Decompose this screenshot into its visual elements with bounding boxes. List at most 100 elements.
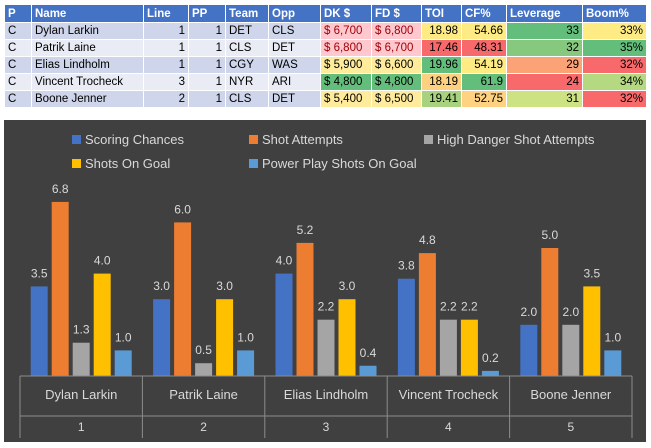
- table-row: C Elias Lindholm 1 1 CGY WAS $ 5,900 $ 6,600 19.…: [4, 56, 647, 74]
- legend-label: Scoring Chances: [85, 132, 184, 147]
- cell-pos: C: [4, 22, 32, 40]
- header-cf: CF%: [461, 4, 507, 23]
- table-row: C Boone Jenner 2 1 CLS DET $ 5,400 $ 6,500 19.41…: [4, 90, 647, 108]
- data-label: 4.0: [94, 254, 111, 268]
- bar: [541, 248, 559, 376]
- legend-swatch: [424, 135, 433, 144]
- data-label: 3.0: [339, 279, 356, 293]
- data-label: 2.2: [318, 300, 335, 314]
- bar: [359, 365, 377, 376]
- cell-boom: 32%: [582, 56, 647, 74]
- x-tick-label: Boone Jenner: [530, 387, 612, 402]
- cell-pos: C: [4, 73, 32, 91]
- legend-swatch: [249, 135, 258, 144]
- cell-cf: 61.9: [461, 73, 507, 91]
- cell-pp: 1: [188, 39, 226, 57]
- data-label: 6.8: [52, 182, 69, 196]
- table-row: C Vincent Trocheck 3 1 NYR ARI $ 4,800 $ 4,800 1…: [4, 73, 647, 91]
- cell-team: NYR: [225, 73, 269, 91]
- cell-boom: 34%: [582, 73, 647, 91]
- data-label: 4.0: [276, 254, 293, 268]
- table-row: C Patrik Laine 1 1 CLS DET $ 6,800 $ 6,700 17.46…: [4, 39, 647, 57]
- bar: [237, 350, 255, 376]
- cell-leverage: 32: [506, 39, 583, 57]
- data-label: 0.2: [482, 351, 499, 365]
- cell-team: DET: [225, 22, 269, 40]
- cell-toi: 17.46: [421, 39, 462, 57]
- data-label: 0.5: [195, 343, 212, 357]
- legend-label: Shot Attempts: [262, 132, 343, 147]
- cell-opp: ARI: [268, 73, 321, 91]
- cell-pos: C: [4, 56, 32, 74]
- cell-dk: $ 5,400: [320, 90, 372, 108]
- player-table-container: P Name Line PP Team Opp DK $ FD $ TOI CF…: [4, 4, 647, 108]
- bar: [51, 201, 69, 376]
- cell-dk: $ 5,900: [320, 56, 372, 74]
- bar: [439, 319, 457, 376]
- cell-name: Patrik Laine: [31, 39, 144, 57]
- x-tick-label: Vincent Trocheck: [399, 387, 499, 402]
- bar: [520, 324, 538, 376]
- cell-team: CGY: [225, 56, 269, 74]
- cell-opp: WAS: [268, 56, 321, 74]
- cell-line: 1: [143, 22, 189, 40]
- data-label: 5.0: [541, 228, 558, 242]
- cell-pos: C: [4, 90, 32, 108]
- x-tick-index: 2: [200, 420, 207, 434]
- cell-pp: 1: [188, 22, 226, 40]
- cell-toi: 19.96: [421, 56, 462, 74]
- bar: [72, 342, 90, 376]
- cell-fd: $ 6,600: [371, 56, 422, 74]
- table-header-row: P Name Line PP Team Opp DK $ FD $ TOI CF…: [4, 4, 647, 23]
- player-table: P Name Line PP Team Opp DK $ FD $ TOI CF…: [4, 4, 647, 108]
- cell-dk: $ 4,800: [320, 73, 372, 91]
- bar: [418, 253, 436, 376]
- data-label: 3.0: [153, 279, 170, 293]
- cell-boom: 32%: [582, 90, 647, 108]
- cell-opp: DET: [268, 39, 321, 57]
- header-pos: P: [4, 4, 32, 23]
- legend-label: Power Play Shots On Goal: [262, 156, 417, 171]
- header-toi: TOI: [421, 4, 462, 23]
- cell-pos: C: [4, 39, 32, 57]
- data-label: 1.3: [73, 323, 90, 337]
- data-label: 5.2: [297, 223, 314, 237]
- cell-cf: 48.31: [461, 39, 507, 57]
- chart-container: Scoring Chances Shot Attempts High Danger …: [4, 120, 646, 442]
- chart-background: [4, 120, 646, 442]
- header-pp: PP: [188, 4, 226, 23]
- cell-fd: $ 6,700: [371, 39, 422, 57]
- cell-pp: 1: [188, 73, 226, 91]
- cell-cf: 54.19: [461, 56, 507, 74]
- bar: [460, 319, 478, 376]
- cell-leverage: 24: [506, 73, 583, 91]
- x-tick-index: 4: [445, 420, 452, 434]
- bar: [93, 273, 111, 376]
- cell-fd: $ 4,800: [371, 73, 422, 91]
- bar: [338, 299, 356, 376]
- x-tick-index: 3: [323, 420, 330, 434]
- bar: [397, 278, 415, 376]
- cell-name: Vincent Trocheck: [31, 73, 144, 91]
- cell-dk: $ 6,800: [320, 39, 372, 57]
- data-label: 3.0: [216, 279, 233, 293]
- data-label: 1.0: [237, 330, 254, 344]
- data-label: 1.0: [115, 330, 132, 344]
- data-label: 2.2: [440, 300, 457, 314]
- legend-swatch: [72, 159, 81, 168]
- cell-leverage: 31: [506, 90, 583, 108]
- cell-toi: 19.41: [421, 90, 462, 108]
- cell-pp: 1: [188, 90, 226, 108]
- data-label: 2.0: [562, 305, 579, 319]
- legend-swatch: [72, 135, 81, 144]
- bar: [296, 242, 314, 376]
- cell-dk: $ 6,700: [320, 22, 372, 40]
- cell-cf: 54.66: [461, 22, 507, 40]
- header-line: Line: [143, 4, 189, 23]
- cell-fd: $ 6,800: [371, 22, 422, 40]
- bar-chart: Scoring Chances Shot Attempts High Danger …: [4, 120, 646, 442]
- cell-opp: DET: [268, 90, 321, 108]
- cell-line: 3: [143, 73, 189, 91]
- legend-swatch: [249, 159, 258, 168]
- cell-cf: 52.75: [461, 90, 507, 108]
